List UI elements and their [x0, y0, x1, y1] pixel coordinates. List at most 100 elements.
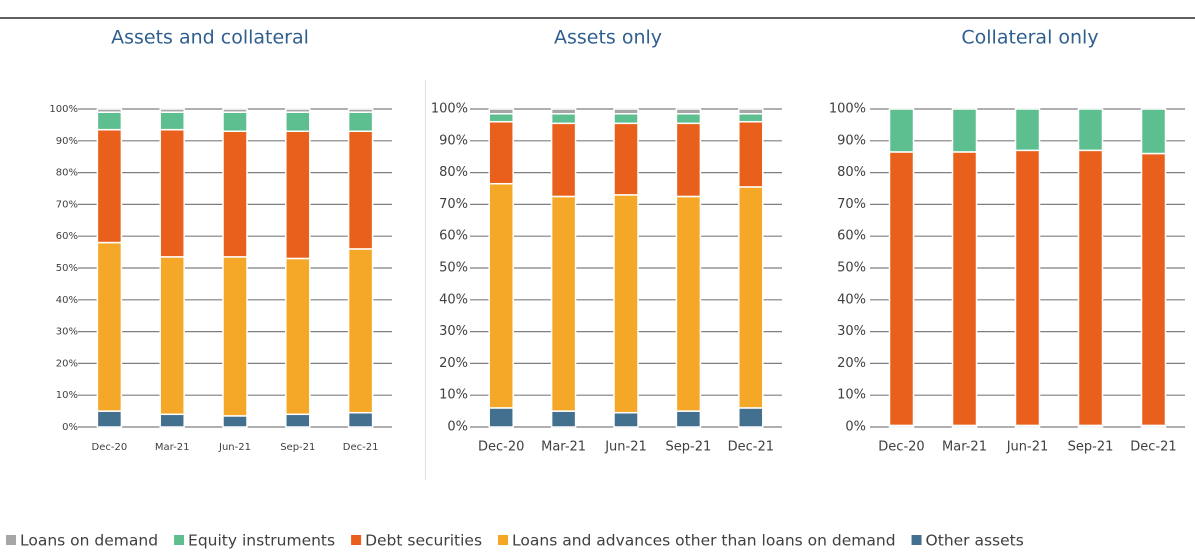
- y-tick-label: 80%: [56, 168, 78, 179]
- bar-segment: [951, 108, 978, 153]
- y-tick-label: 50%: [439, 261, 468, 276]
- bar-segment: [951, 151, 978, 427]
- bar-segment: [888, 151, 915, 427]
- chart-title: Assets and collateral: [111, 27, 309, 49]
- y-tick-label: 0%: [447, 420, 468, 435]
- y-tick-label: 40%: [439, 292, 468, 307]
- y-tick-label: 10%: [439, 388, 468, 403]
- y-tick-label: 100%: [49, 104, 78, 115]
- bar-segment: [222, 130, 248, 258]
- bar-segment: [550, 195, 577, 412]
- y-tick-label: 100%: [431, 102, 468, 117]
- y-tick-label: 90%: [837, 133, 866, 148]
- bar-segment: [488, 407, 514, 428]
- legend-swatch: [6, 535, 16, 545]
- bar-segment: [285, 257, 311, 416]
- chart-title: Assets only: [554, 27, 662, 49]
- y-tick-label: 60%: [837, 229, 866, 244]
- y-tick-label: 50%: [837, 261, 866, 276]
- bar-segment: [159, 108, 185, 113]
- y-tick-label: 40%: [837, 292, 866, 307]
- legend-label: Debt securities: [365, 532, 482, 550]
- y-tick-label: 10%: [837, 388, 866, 403]
- bar-segment: [738, 186, 764, 409]
- bar-segment: [159, 413, 185, 428]
- bar-segment: [488, 120, 514, 185]
- x-tick-label: Sep-21: [666, 440, 712, 455]
- y-tick-label: 90%: [439, 133, 468, 148]
- bar-segment: [550, 122, 577, 198]
- bar-segment: [488, 113, 514, 123]
- bar-segment: [675, 113, 702, 125]
- bar-segment: [488, 182, 514, 409]
- x-tick-label: Mar-21: [541, 440, 586, 455]
- bar-segment: [613, 122, 639, 196]
- bar-segment: [550, 113, 577, 125]
- y-tick-label: 30%: [56, 327, 78, 338]
- legend-swatch: [911, 535, 922, 545]
- x-tick-label: Dec-21: [728, 440, 774, 455]
- bar-segment: [347, 411, 374, 428]
- bar-segment: [347, 111, 374, 133]
- bar-segment: [222, 111, 248, 133]
- bar-segment: [96, 128, 123, 244]
- bar-segment: [1077, 108, 1104, 152]
- x-tick-label: Dec-21: [1130, 440, 1176, 455]
- bar-segment: [738, 407, 764, 428]
- bar-segment: [1140, 152, 1167, 427]
- bar-segment: [613, 108, 639, 115]
- bar-segment: [347, 130, 374, 250]
- y-tick-label: 20%: [837, 356, 866, 371]
- legend-label: Loans on demand: [20, 532, 158, 550]
- x-tick-label: Jun-21: [218, 442, 251, 453]
- y-tick-label: 0%: [62, 422, 78, 433]
- bar-segment: [96, 241, 123, 412]
- bar-segment: [613, 113, 639, 125]
- bar-segment: [613, 194, 639, 414]
- y-tick-label: 10%: [56, 390, 78, 401]
- bar-segment: [613, 411, 639, 428]
- y-tick-label: 60%: [56, 231, 78, 242]
- bar-segment: [222, 415, 248, 428]
- bar-segment: [159, 128, 185, 258]
- x-tick-label: Jun-21: [1006, 440, 1049, 455]
- x-tick-label: Mar-21: [942, 440, 987, 455]
- bar-segment: [347, 248, 374, 414]
- chart-title: Collateral only: [961, 27, 1098, 49]
- bar-segment: [738, 113, 764, 123]
- bar-segment: [738, 108, 764, 115]
- bar-segment: [1077, 149, 1104, 427]
- y-tick-label: 100%: [829, 102, 866, 117]
- bar-segment: [159, 111, 185, 131]
- x-tick-label: Dec-20: [478, 440, 524, 455]
- bar-segment: [1140, 108, 1167, 155]
- bar-segment: [222, 108, 248, 113]
- x-tick-label: Sep-21: [1068, 440, 1114, 455]
- x-tick-label: Dec-20: [878, 440, 924, 455]
- bar-segment: [675, 108, 702, 115]
- y-tick-label: 20%: [56, 358, 78, 369]
- bar-segment: [488, 108, 514, 115]
- legend-swatch: [498, 535, 509, 545]
- y-tick-label: 20%: [439, 356, 468, 371]
- bar-segment: [96, 410, 123, 428]
- bar-segment: [1014, 108, 1041, 152]
- legend-label: Other assets: [926, 532, 1024, 550]
- y-tick-label: 40%: [56, 295, 78, 306]
- y-tick-label: 30%: [837, 324, 866, 339]
- bar-segment: [285, 130, 311, 260]
- bar-segment: [285, 413, 311, 428]
- bar-segment: [347, 108, 374, 113]
- y-tick-label: 90%: [56, 136, 78, 147]
- y-tick-label: 0%: [845, 420, 866, 435]
- x-tick-label: Sep-21: [280, 442, 315, 453]
- bar-segment: [675, 195, 702, 412]
- bar-segment: [675, 122, 702, 198]
- bar-segment: [285, 108, 311, 113]
- bar-segment: [888, 108, 915, 153]
- bar-segment: [675, 410, 702, 428]
- bar-segment: [738, 120, 764, 188]
- legend-label: Loans and advances other than loans on d…: [512, 532, 896, 550]
- bar-segment: [222, 256, 248, 417]
